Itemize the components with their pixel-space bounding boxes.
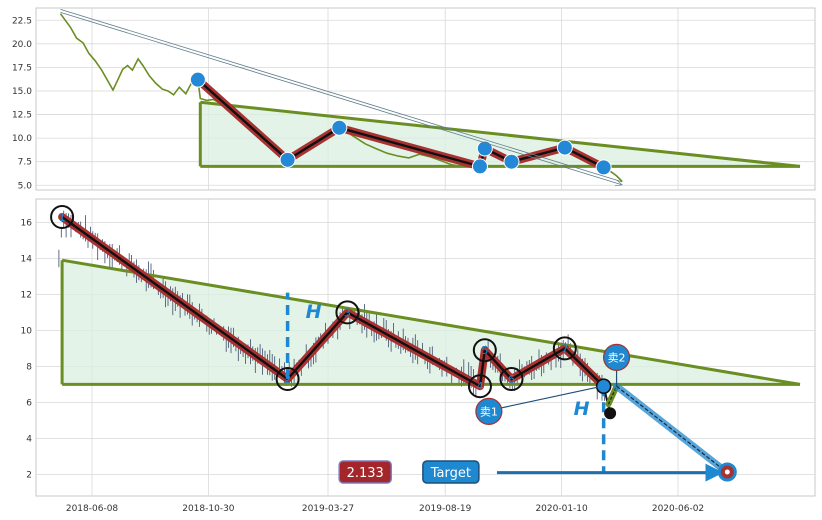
trend-arrow-edge	[60, 8, 623, 183]
pivot-marker	[595, 159, 612, 176]
pivot-label: 2	[284, 373, 291, 386]
pivot-label: 5	[481, 344, 488, 357]
pivot-label: 3	[344, 306, 351, 319]
y-tick-label: 15.0	[12, 87, 32, 97]
sell-label: 卖2	[608, 351, 626, 364]
pivot-label: 4	[476, 380, 483, 393]
y-tick-label: 5.0	[18, 181, 33, 191]
zigzag-line	[197, 78, 605, 169]
pivot-marker	[503, 153, 520, 170]
y-tick-label: 12	[21, 290, 32, 300]
y-tick-label: 6	[26, 398, 32, 408]
y-tick-label: 4	[26, 434, 32, 444]
y-tick-label: 10	[21, 326, 33, 336]
pivot-circle	[50, 205, 75, 229]
pivot-label: 1	[59, 211, 66, 224]
pivot-marker	[476, 140, 493, 157]
gridlines	[36, 8, 815, 190]
y-tick-label: 7.5	[18, 158, 32, 168]
x-tick-label: 2019-08-19	[419, 504, 472, 514]
target-badge-box	[422, 460, 480, 484]
pivot-circle	[467, 374, 492, 399]
pivot-marker	[189, 71, 206, 88]
pivot-marker	[331, 119, 348, 136]
target-value-badge-box	[338, 460, 392, 484]
target-badge: Target	[422, 460, 480, 484]
pivot-circle	[472, 338, 497, 363]
pivot-circle	[499, 367, 524, 391]
breakout-marker	[595, 378, 612, 395]
pivot-circle	[552, 336, 577, 361]
sell-label: 卖1	[480, 405, 498, 418]
pivot-marker	[556, 139, 573, 156]
target-value-badge-text: 2.133	[347, 466, 384, 481]
pivot-circle	[275, 367, 300, 391]
y-tick-label: 16	[21, 218, 33, 228]
x-tick-label: 2019-03-27	[302, 504, 354, 514]
y-tick-label: 17.5	[12, 63, 32, 73]
pivot-label: 6	[508, 373, 515, 386]
x-tick-label: 2020-06-02	[652, 504, 704, 514]
overview-chart: 5.0 7.5 10.0 12.5 15.0 17.5 20.0 22.5	[12, 7, 816, 191]
pivot-label: 7	[561, 342, 568, 355]
sell-marker	[475, 397, 503, 425]
sell-marker	[602, 343, 631, 371]
target-badge-text: Target	[430, 466, 471, 481]
x-tick-label: 2018-10-30	[182, 504, 235, 514]
x-tick-label: 2018-06-08	[66, 504, 119, 514]
y-tick-label: 20.0	[12, 40, 32, 50]
y-tick-label: 2	[26, 470, 32, 480]
trend-arrow	[60, 11, 622, 185]
y-tick-label: 22.5	[12, 16, 32, 26]
triangle-upper-line	[61, 258, 801, 386]
y-tick-label: 10.0	[12, 134, 32, 144]
y-tick-label: 14	[21, 254, 33, 264]
triangle-upper-line	[200, 100, 801, 168]
pivot-marker	[279, 151, 296, 168]
target-marker-center	[724, 469, 730, 475]
target-value-badge: 2.133	[338, 460, 392, 484]
height-label: H	[306, 301, 322, 323]
x-tick-label: 2020-01-10	[535, 504, 588, 514]
sell-pointer	[498, 386, 598, 409]
y-tick-label: 12.5	[12, 111, 32, 121]
target-path-line	[616, 385, 728, 474]
pullback-low-marker	[604, 407, 617, 420]
pivot-marker	[471, 158, 488, 175]
pivot-circle	[335, 300, 360, 325]
y-tick-label: 8	[26, 362, 32, 372]
height-label: H	[574, 398, 590, 420]
